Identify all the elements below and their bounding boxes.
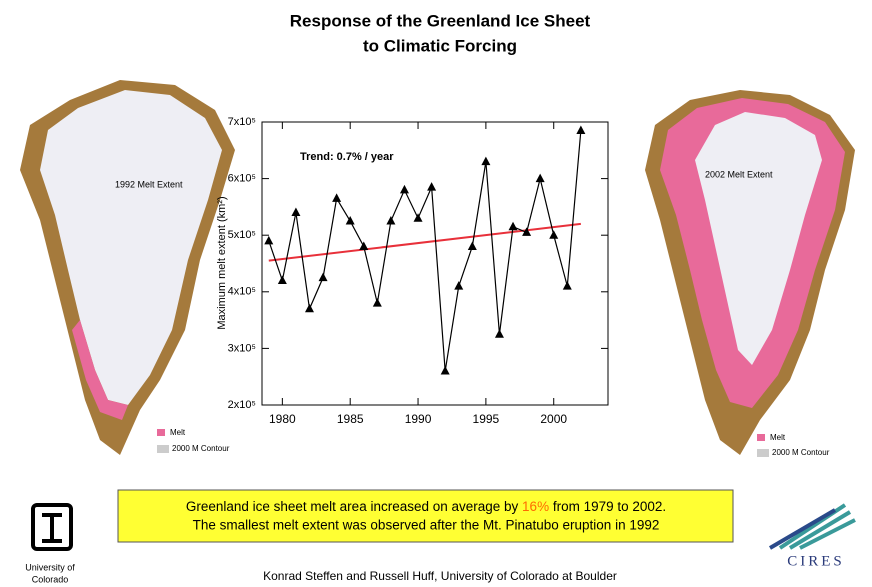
x-tick-label: 2000 [540, 412, 567, 426]
callout-line: Greenland ice sheet melt area increased … [186, 499, 666, 514]
plot-frame [262, 122, 608, 405]
data-point [454, 281, 463, 290]
x-tick-label: 1980 [269, 412, 296, 426]
legend-swatch [757, 449, 769, 457]
data-point [373, 298, 382, 307]
x-tick-label: 1985 [337, 412, 364, 426]
data-point [386, 216, 395, 225]
data-point [481, 157, 490, 166]
data-point [563, 281, 572, 290]
slide: Response of the Greenland Ice Sheet to C… [0, 0, 872, 587]
logo-text: Colorado [32, 574, 69, 584]
y-tick-label: 5x10⁵ [228, 229, 256, 241]
logo-text: CIRES [787, 553, 845, 569]
credit: Konrad Steffen and Russell Huff, Univers… [263, 569, 617, 583]
title-line: Response of the Greenland Ice Sheet [290, 11, 591, 30]
data-point [291, 208, 300, 217]
data-point [536, 174, 545, 183]
map-label: 1992 Melt Extent [115, 179, 183, 189]
cu-logo: University of Colorado [25, 505, 75, 584]
data-point [332, 193, 341, 202]
callout-text: Greenland ice sheet melt area increased … [186, 499, 522, 514]
data-point [509, 222, 518, 231]
legend-swatch [757, 434, 765, 441]
logo-text: University of [25, 562, 75, 572]
data-point [441, 366, 450, 375]
map-right: 2002 Melt Extent Melt 2000 M Contour [645, 90, 855, 457]
data-point [319, 273, 328, 282]
x-tick-label: 1995 [473, 412, 500, 426]
data-point [468, 242, 477, 251]
data-point [359, 242, 368, 251]
y-tick-label: 4x10⁵ [228, 286, 256, 298]
legend-label: 2000 M Contour [772, 448, 830, 457]
legend-label: Melt [170, 428, 186, 437]
legend-swatch [157, 445, 169, 453]
map-left: 1992 Melt Extent Melt 2000 M Contour [20, 80, 235, 455]
data-point [576, 125, 585, 134]
page: Response of the Greenland Ice Sheet to C… [0, 0, 872, 587]
y-tick-label: 7x10⁵ [228, 116, 256, 128]
legend-label: 2000 M Contour [172, 444, 230, 453]
y-tick-label: 6x10⁵ [228, 173, 256, 185]
trend-line [269, 224, 581, 261]
legend-swatch [157, 429, 165, 436]
map-label: 2002 Melt Extent [705, 169, 773, 179]
x-tick-label: 1990 [405, 412, 432, 426]
data-point [400, 185, 409, 194]
legend-label: Melt [770, 433, 786, 442]
cires-logo: CIRES [770, 505, 855, 569]
callout-highlight: 16% [522, 499, 549, 514]
data-point [414, 213, 423, 222]
data-point [264, 236, 273, 245]
title-line: to Climatic Forcing [363, 36, 517, 55]
data-point [427, 182, 436, 191]
y-tick-label: 2x10⁵ [228, 399, 256, 411]
callout-line: The smallest melt extent was observed af… [193, 518, 660, 533]
plot: Trend: 0.7% / year Maximum melt extent (… [216, 116, 608, 426]
data-point [278, 275, 287, 284]
data-point [549, 230, 558, 239]
data-point [495, 329, 504, 338]
callout-text: from 1979 to 2002. [549, 499, 666, 514]
data-line [269, 130, 581, 371]
data-point [305, 304, 314, 313]
y-tick-label: 3x10⁵ [228, 342, 256, 354]
annotation: Trend: 0.7% / year [300, 151, 394, 163]
y-axis-label: Maximum melt extent (km²) [216, 196, 228, 329]
data-point [346, 216, 355, 225]
